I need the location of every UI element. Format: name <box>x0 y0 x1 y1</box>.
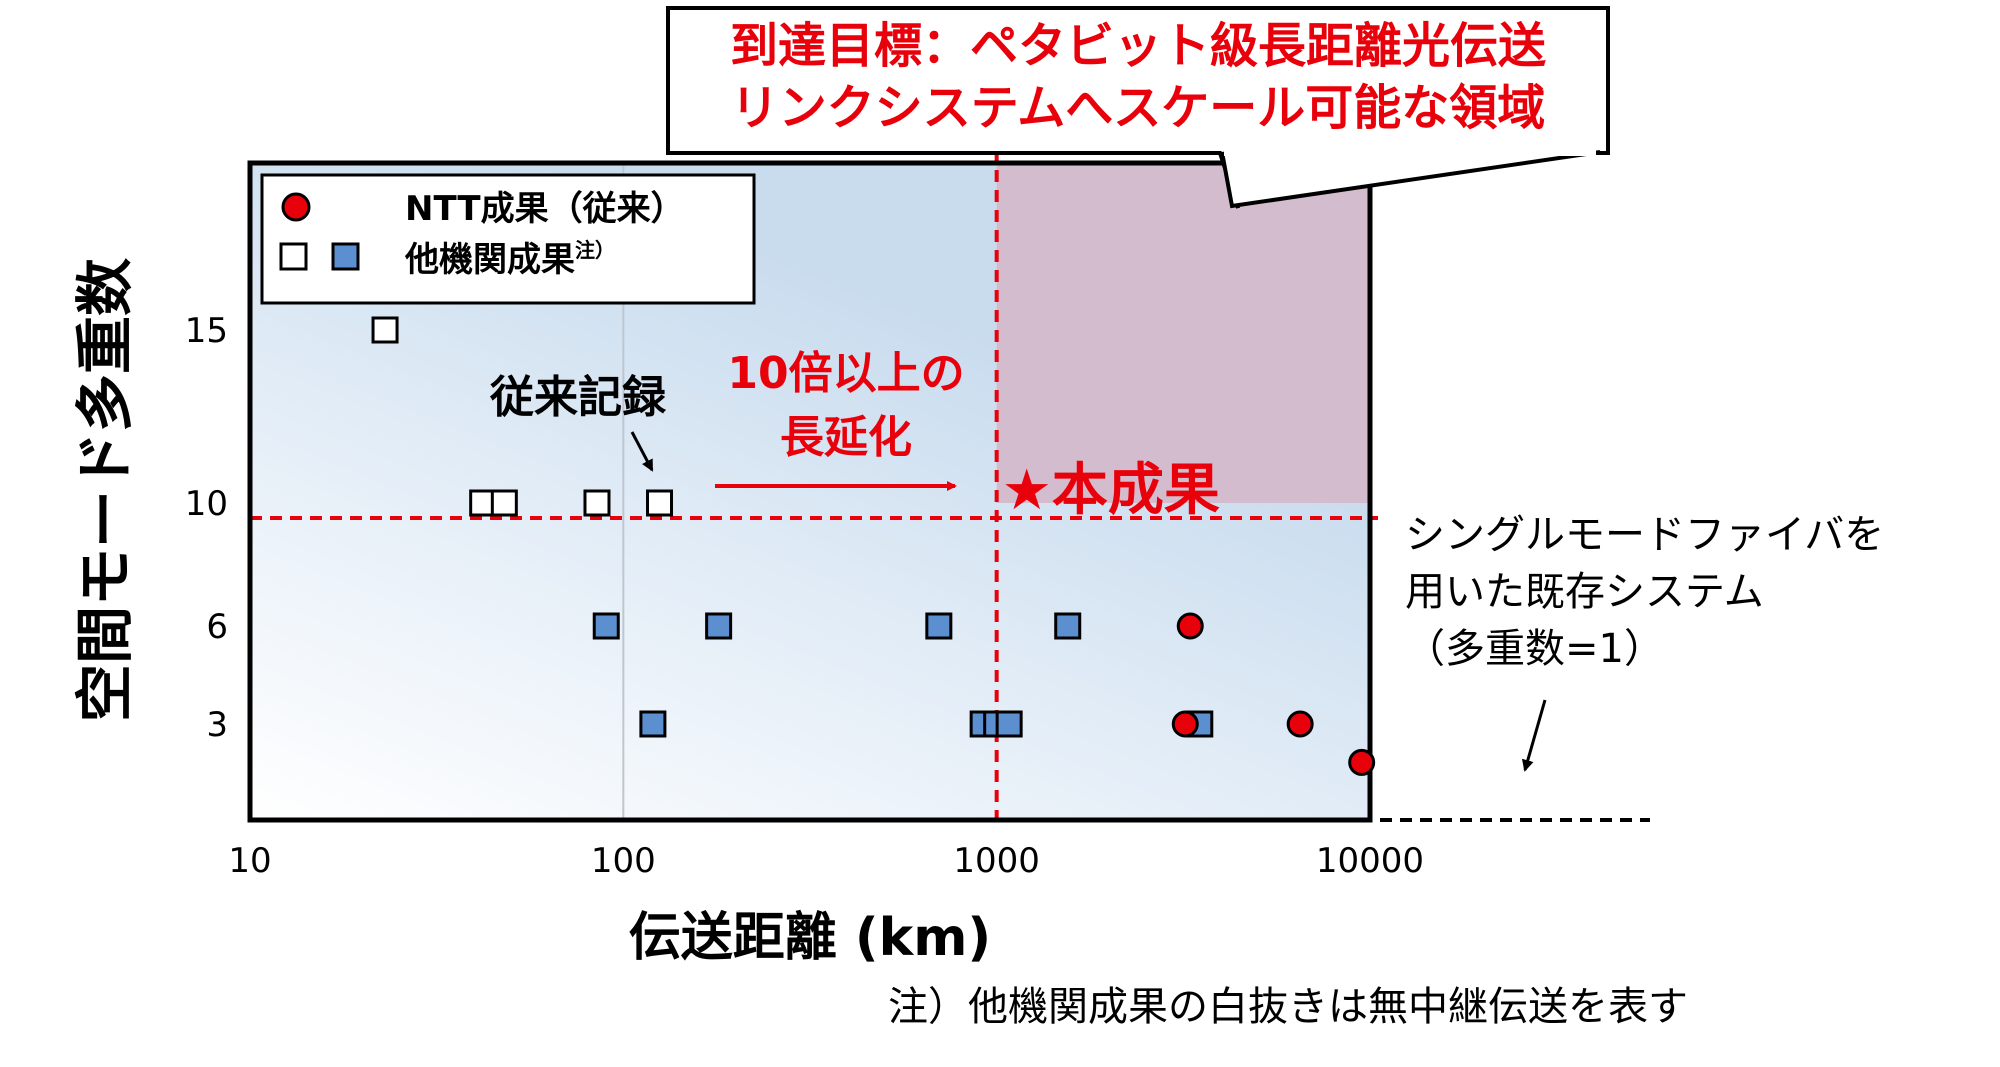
x-tick-label: 10000 <box>1316 841 1424 881</box>
other-result-relay-point <box>1054 612 1082 640</box>
other-result-relay-point <box>925 612 953 640</box>
x-tick-label: 10 <box>228 841 271 881</box>
callout-line-2: リンクシステムへスケール可能な領域 <box>731 80 1546 136</box>
y-axis-label: 空間モード多重数 <box>71 258 139 722</box>
x-tick-label: 1000 <box>953 841 1040 881</box>
smf-annotation-line-2: 用いた既存システム <box>1405 569 1764 615</box>
smf-arrow <box>1521 699 1547 772</box>
callout-line-1: 到達目標：ペタビット級長距離光伝送 <box>730 18 1546 74</box>
y-tick-label: 3 <box>206 705 228 745</box>
legend-blue-square-icon <box>331 242 360 271</box>
y-tick-label: 10 <box>185 484 228 524</box>
legend-footnote-mark: 注） <box>575 238 615 262</box>
x-axis-label: 伝送距離 (km) <box>629 908 991 968</box>
target-callout: 到達目標：ペタビット級長距離光伝送 リンクシステムへスケール可能な領域 <box>666 6 1610 209</box>
x-tick-labels: 10 100 1000 10000 <box>228 841 1424 881</box>
target-region <box>996 163 1370 503</box>
smf-annotation-line-1: シングルモードファイバを <box>1405 512 1884 558</box>
ntt-result-point <box>1348 748 1376 776</box>
data-markers <box>371 316 1376 776</box>
other-result-unrepeatered-point <box>490 489 518 517</box>
legend: NTT成果（従来） 他機関成果注） <box>260 173 756 305</box>
other-result-relay-point <box>995 710 1023 738</box>
other-result-unrepeatered-point <box>646 489 674 517</box>
record-arrow <box>630 431 654 472</box>
ntt-result-point <box>1286 710 1314 738</box>
other-result-unrepeatered-point <box>469 489 497 517</box>
y-tick-label: 6 <box>206 607 228 647</box>
extension-annotation-line-1: 10倍以上の <box>727 348 964 399</box>
legend-box <box>260 173 756 305</box>
other-result-relay-point <box>639 710 667 738</box>
smf-annotation-line-3: （多重数=1） <box>1405 626 1664 672</box>
other-result-relay-point <box>592 612 620 640</box>
plot-border <box>247 160 1373 823</box>
legend-red-circle-icon <box>281 192 311 222</box>
other-result-unrepeatered-point <box>583 489 611 517</box>
x-tick-label: 100 <box>591 841 656 881</box>
legend-open-square-icon <box>279 242 308 271</box>
ntt-result-point <box>1171 710 1199 738</box>
extension-annotation-line-2: 長延化 <box>780 412 912 463</box>
legend-label-ntt: NTT成果（従来） <box>405 189 685 229</box>
footnote: 注）他機関成果の白抜きは無中継伝送を表す <box>888 984 1688 1030</box>
legend-label-other: 他機関成果注） <box>404 238 615 280</box>
other-result-unrepeatered-point <box>371 316 399 344</box>
y-tick-labels: 15 10 6 3 <box>185 311 228 745</box>
star-annotation: ★本成果 <box>1002 458 1220 523</box>
record-annotation: 従来記録 <box>489 372 667 423</box>
ntt-result-point <box>1176 612 1204 640</box>
other-result-relay-point <box>705 612 733 640</box>
callout-pointer <box>1220 150 1601 209</box>
y-tick-label: 15 <box>185 311 228 351</box>
